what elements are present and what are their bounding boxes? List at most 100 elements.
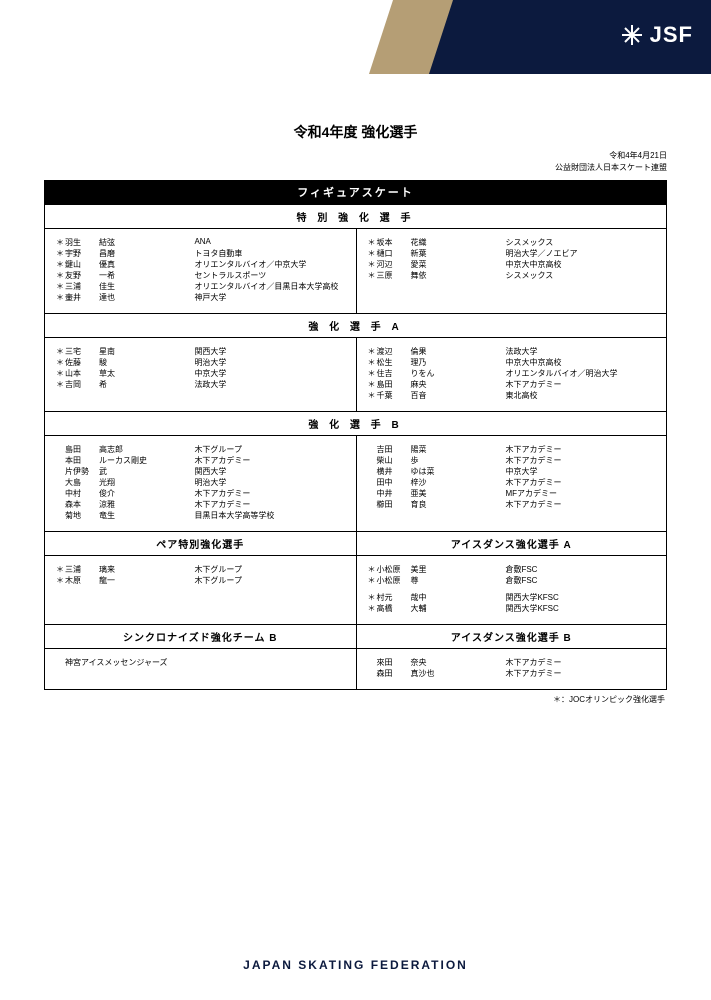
discipline-bar: フィギュアスケート: [44, 180, 667, 204]
asterisk-mark: ＊: [367, 564, 377, 575]
asterisk-mark: ＊: [55, 270, 65, 281]
athlete-row: ＊小松原美里倉敷FSC: [367, 564, 657, 575]
icedance-b-cell: 來田奈央木下アカデミー森田真沙也木下アカデミー: [356, 649, 667, 689]
athlete-surname: 鍵山: [65, 259, 93, 270]
athlete-given-name: 高志郎: [99, 444, 123, 455]
asterisk-mark: ＊: [55, 248, 65, 259]
section-header-b: 強 化 選 手 B: [45, 411, 666, 436]
athlete-affiliation: 目黒日本大学高等学校: [194, 510, 274, 521]
asterisk-mark: ＊: [55, 368, 65, 379]
athlete-row: ＊羽生結弦ANA: [55, 237, 346, 248]
athlete-given-name: 新葉: [411, 248, 427, 259]
asterisk-mark: ＊: [367, 592, 377, 603]
header-icedance-b: アイスダンス強化選手 B: [356, 625, 667, 648]
org-line: 公益財団法人日本スケート連盟: [44, 162, 667, 174]
asterisk-mark: ＊: [367, 357, 377, 368]
athlete-given-name: 俊介: [99, 488, 115, 499]
athlete-row: ＊友野一希セントラルスポーツ: [55, 270, 346, 281]
a-left-cell: ＊三宅星南関西大学＊佐藤駿明治大学＊山本草太中京大学＊吉岡希法政大学: [45, 338, 356, 411]
athlete-given-name: 尊: [411, 575, 419, 586]
athlete-given-name: 百音: [411, 390, 427, 401]
athlete-affiliation: 木下グループ: [194, 575, 242, 586]
athlete-surname: 島田: [377, 379, 405, 390]
athlete-affiliation: 木下グループ: [194, 564, 242, 575]
athlete-given-name: 駿: [99, 357, 107, 368]
jsf-star-icon: [620, 23, 644, 47]
athlete-given-name: 龍一: [99, 575, 115, 586]
asterisk-mark: ＊: [55, 237, 65, 248]
athlete-affiliation: 明治大学／ノエビア: [505, 248, 577, 259]
athlete-affiliation: 関西大学: [194, 466, 226, 477]
athlete-row: ＊三宅星南関西大学: [55, 346, 346, 357]
athlete-row: 柴山歩木下アカデミー: [367, 455, 657, 466]
athlete-given-name: 亜美: [411, 488, 427, 499]
athlete-surname: 三浦: [65, 281, 93, 292]
footnote: ＊：JOCオリンピック強化選手: [44, 690, 667, 705]
athlete-affiliation: 法政大学: [505, 346, 537, 357]
athlete-surname: 羽生: [65, 237, 93, 248]
athlete-given-name: 草太: [99, 368, 115, 379]
header-white-area: [0, 0, 400, 74]
asterisk-mark: ＊: [55, 357, 65, 368]
athlete-affiliation: 神戸大学: [194, 292, 226, 303]
athlete-row: 櫛田育良木下アカデミー: [367, 499, 657, 510]
athlete-affiliation: 関西大学KFSC: [505, 592, 558, 603]
athlete-surname: 三宅: [65, 346, 93, 357]
athlete-row: ＊河辺愛菜中京大中京高校: [367, 259, 657, 270]
athlete-given-name: 優真: [99, 259, 115, 270]
athlete-row: ＊渡辺倫果法政大学: [367, 346, 657, 357]
athlete-given-name: ゆは菜: [411, 466, 435, 477]
athlete-given-name: 陽菜: [411, 444, 427, 455]
athlete-affiliation: 中京大中京高校: [505, 259, 561, 270]
athlete-given-name: 美里: [411, 564, 427, 575]
athlete-affiliation: セントラルスポーツ: [194, 270, 266, 281]
athlete-affiliation: オリエンタルバイオ／中京大学: [194, 259, 306, 270]
athlete-surname: 菊地: [65, 510, 93, 521]
athlete-row: ＊小松原尊倉敷FSC: [367, 575, 657, 586]
athlete-row: 中井亜美MFアカデミー: [367, 488, 657, 499]
athlete-surname: 髙橋: [377, 603, 405, 614]
athlete-row: ＊村元哉中関西大学KFSC: [367, 592, 657, 603]
athlete-affiliation: 倉敷FSC: [505, 575, 537, 586]
asterisk-mark: ＊: [55, 379, 65, 390]
athlete-affiliation: 中京大中京高校: [505, 357, 561, 368]
athlete-given-name: 奈央: [411, 657, 427, 668]
asterisk-mark: ＊: [55, 564, 65, 575]
athlete-given-name: 星南: [99, 346, 115, 357]
athlete-given-name: 武: [99, 466, 107, 477]
asterisk-mark: ＊: [367, 346, 377, 357]
athlete-row: 片伊勢武関西大学: [55, 466, 346, 477]
athlete-surname: 森田: [377, 668, 405, 679]
athlete-given-name: 璃来: [99, 564, 115, 575]
athlete-row: 横井ゆは菜中京大学: [367, 466, 657, 477]
athlete-surname: 吉田: [377, 444, 405, 455]
athlete-affiliation: 明治大学: [194, 477, 226, 488]
athlete-surname: 三浦: [65, 564, 93, 575]
athlete-surname: 中村: [65, 488, 93, 499]
special-right-cell: ＊坂本花織シスメックス＊樋口新葉明治大学／ノエビア＊河辺愛菜中京大中京高校＊三原…: [356, 229, 667, 313]
athlete-surname: 坂本: [377, 237, 405, 248]
section-body-b: 島田高志郎木下グループ本田ルーカス剛史木下アカデミー片伊勢武関西大学大島光翔明治…: [45, 436, 666, 531]
athlete-affiliation: オリエンタルバイオ／目黒日本大学高校: [194, 281, 338, 292]
athlete-surname: 壷井: [65, 292, 93, 303]
athlete-surname: 大島: [65, 477, 93, 488]
athlete-row: 來田奈央木下アカデミー: [367, 657, 657, 668]
asterisk-mark: ＊: [367, 237, 377, 248]
athlete-affiliation: シスメックス: [505, 237, 553, 248]
athlete-row: ＊鍵山優真オリエンタルバイオ／中京大学: [55, 259, 346, 270]
jsf-logo: JSF: [620, 22, 693, 48]
asterisk-mark: ＊: [55, 575, 65, 586]
pair-left-cell: ＊三浦璃来木下グループ＊木原龍一木下グループ: [45, 556, 356, 624]
athlete-surname: 樋口: [377, 248, 405, 259]
athlete-given-name: 梓沙: [411, 477, 427, 488]
dual-header-sync-iceb: シンクロナイズド強化チーム B アイスダンス強化選手 B: [45, 624, 666, 649]
athlete-surname: 田中: [377, 477, 405, 488]
athlete-affiliation: 明治大学: [194, 357, 226, 368]
athlete-surname: 宇野: [65, 248, 93, 259]
a-right-cell: ＊渡辺倫果法政大学＊松生理乃中京大中京高校＊住吉りをんオリエンタルバイオ／明治大…: [356, 338, 667, 411]
athlete-affiliation: オリエンタルバイオ／明治大学: [505, 368, 617, 379]
athlete-affiliation: 中京大学: [505, 466, 537, 477]
athlete-affiliation: ANA: [194, 237, 210, 246]
athlete-row: 中村俊介木下アカデミー: [55, 488, 346, 499]
athlete-row: ＊木原龍一木下グループ: [55, 575, 346, 586]
